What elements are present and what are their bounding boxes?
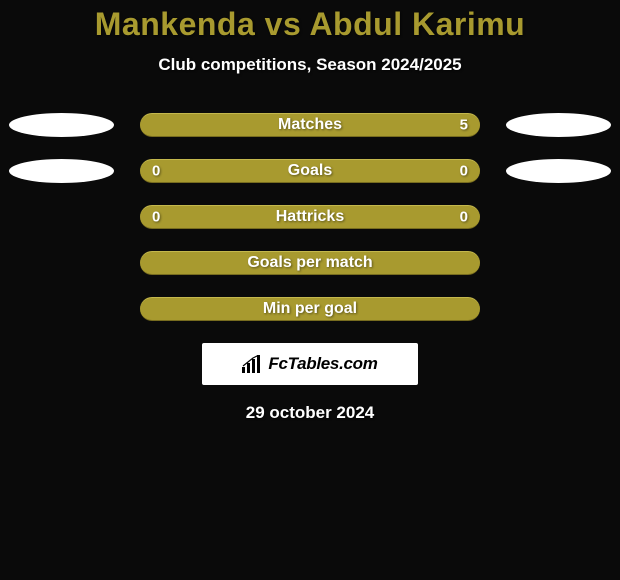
stat-rows: Matches 5 0 Goals 0 0 Hattricks 0 Goals per matc… (0, 113, 620, 321)
date-label: 29 october 2024 (0, 403, 620, 423)
stat-bar: Matches 5 (140, 113, 480, 137)
stat-label: Hattricks (276, 208, 344, 226)
stat-bar: Min per goal (140, 297, 480, 321)
stat-value-left: 0 (152, 163, 160, 180)
stat-value-left: 0 (152, 209, 160, 226)
stat-row: Min per goal (0, 297, 620, 321)
player-left-ellipse (9, 113, 114, 137)
stat-row: Goals per match (0, 251, 620, 275)
stat-value-right: 0 (460, 209, 468, 226)
stat-label: Min per goal (263, 300, 357, 318)
player-right-ellipse (506, 113, 611, 137)
player-left-ellipse (9, 159, 114, 183)
stat-value-right: 5 (460, 117, 468, 134)
bars-icon (242, 355, 264, 373)
stat-label: Goals per match (247, 254, 372, 272)
comparison-panel: Mankenda vs Abdul Karimu Club competitio… (0, 0, 620, 423)
logo-text: FcTables.com (268, 354, 377, 374)
stat-row: 0 Hattricks 0 (0, 205, 620, 229)
stat-label: Goals (288, 162, 332, 180)
stat-value-right: 0 (460, 163, 468, 180)
stat-bar: 0 Hattricks 0 (140, 205, 480, 229)
stat-label: Matches (278, 116, 342, 134)
logo-box[interactable]: FcTables.com (202, 343, 418, 385)
player-right-ellipse (506, 159, 611, 183)
stat-row: 0 Goals 0 (0, 159, 620, 183)
logo-inner: FcTables.com (242, 354, 377, 374)
stat-bar: 0 Goals 0 (140, 159, 480, 183)
stat-row: Matches 5 (0, 113, 620, 137)
subtitle: Club competitions, Season 2024/2025 (0, 55, 620, 75)
page-title: Mankenda vs Abdul Karimu (0, 6, 620, 43)
stat-bar: Goals per match (140, 251, 480, 275)
